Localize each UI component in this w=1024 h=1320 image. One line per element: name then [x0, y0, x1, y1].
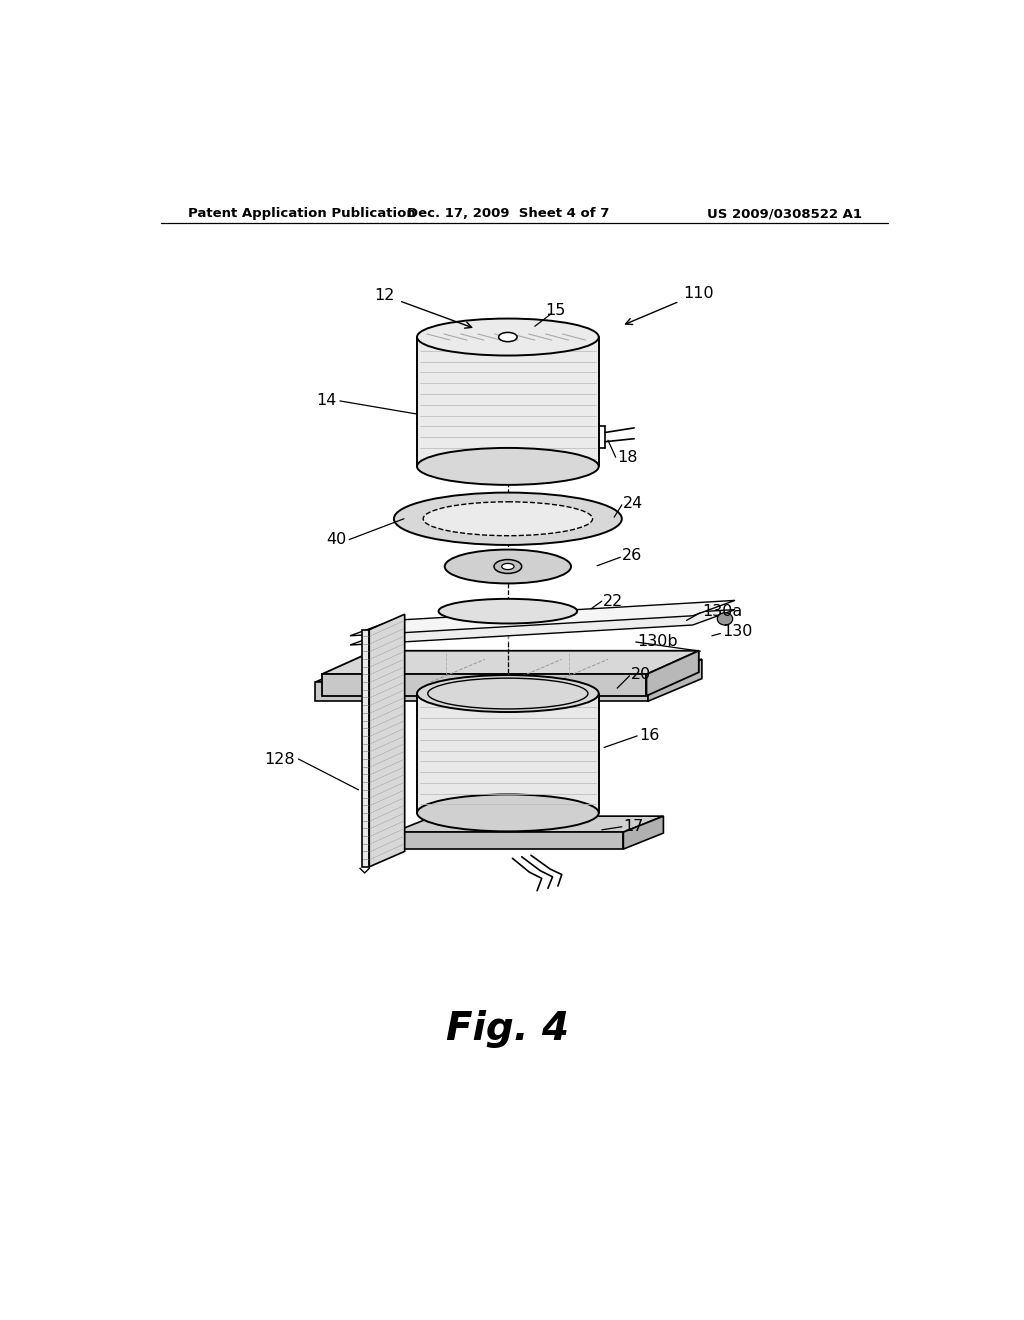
- Text: 22: 22: [603, 594, 624, 609]
- Ellipse shape: [417, 675, 599, 711]
- Ellipse shape: [494, 560, 521, 573]
- Polygon shape: [648, 660, 701, 701]
- Ellipse shape: [444, 549, 571, 583]
- Text: Dec. 17, 2009  Sheet 4 of 7: Dec. 17, 2009 Sheet 4 of 7: [407, 207, 609, 220]
- Ellipse shape: [417, 318, 599, 355]
- Text: 24: 24: [624, 496, 644, 511]
- Ellipse shape: [502, 564, 514, 570]
- Text: 15: 15: [545, 304, 565, 318]
- Text: 130b: 130b: [637, 635, 678, 649]
- Text: 18: 18: [617, 450, 638, 465]
- Text: 110: 110: [626, 285, 714, 325]
- Text: US 2009/0308522 A1: US 2009/0308522 A1: [707, 207, 862, 220]
- Ellipse shape: [417, 447, 599, 484]
- Text: 130a: 130a: [701, 603, 742, 619]
- Polygon shape: [394, 816, 664, 832]
- Text: 17: 17: [624, 820, 644, 834]
- Text: 16: 16: [639, 729, 659, 743]
- Text: 26: 26: [622, 548, 642, 564]
- Polygon shape: [394, 832, 624, 849]
- Text: Fig. 4: Fig. 4: [446, 1010, 569, 1048]
- Polygon shape: [315, 682, 648, 701]
- Polygon shape: [417, 337, 599, 466]
- Polygon shape: [624, 816, 664, 849]
- Polygon shape: [322, 675, 646, 696]
- Polygon shape: [646, 651, 698, 696]
- Polygon shape: [350, 601, 735, 636]
- Ellipse shape: [717, 612, 733, 626]
- Text: 40: 40: [326, 532, 346, 546]
- Ellipse shape: [438, 599, 578, 623]
- Text: 128: 128: [265, 751, 295, 767]
- Polygon shape: [361, 630, 370, 867]
- Ellipse shape: [394, 492, 622, 545]
- Ellipse shape: [499, 333, 517, 342]
- Polygon shape: [370, 614, 404, 867]
- Text: 14: 14: [316, 393, 337, 408]
- Text: 12: 12: [375, 288, 472, 329]
- Polygon shape: [322, 651, 698, 675]
- Text: Patent Application Publication: Patent Application Publication: [188, 207, 416, 220]
- Ellipse shape: [417, 795, 599, 832]
- Text: 20: 20: [631, 667, 651, 682]
- Ellipse shape: [423, 502, 593, 536]
- Polygon shape: [417, 693, 599, 813]
- Polygon shape: [315, 660, 701, 682]
- Polygon shape: [350, 610, 735, 645]
- Text: 130: 130: [722, 624, 753, 639]
